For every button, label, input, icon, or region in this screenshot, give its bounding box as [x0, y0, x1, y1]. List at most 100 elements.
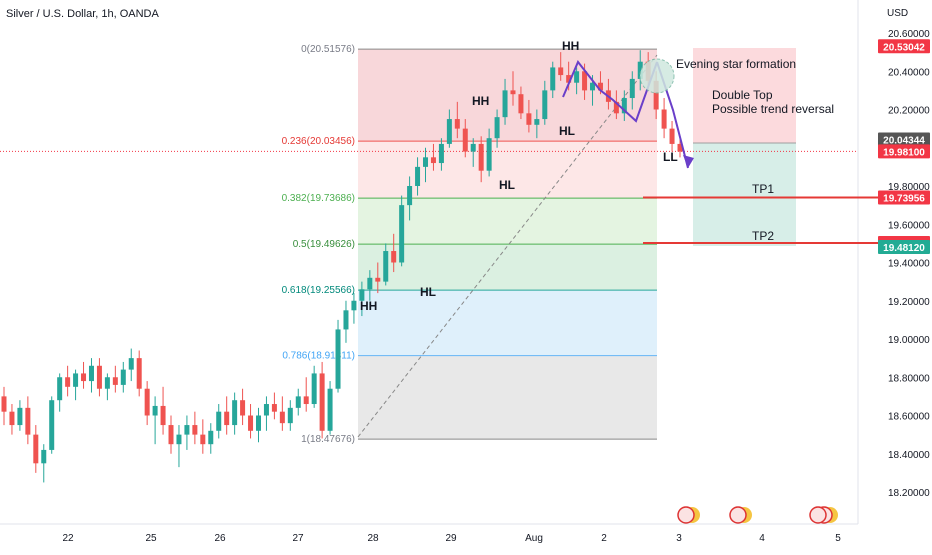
candle-body — [1, 396, 7, 412]
candle-body — [319, 373, 325, 431]
x-tick-label: 4 — [759, 533, 765, 544]
candle — [415, 157, 421, 196]
time-axis[interactable]: 22 25 26 27 28 29 Aug 2 3 4 5 — [62, 533, 841, 544]
economic-events[interactable] — [677, 506, 838, 524]
candle — [25, 396, 31, 445]
candle-body — [518, 94, 524, 114]
candle — [168, 415, 174, 454]
price-tag: 19.73956 — [878, 190, 930, 205]
x-tick-label: 25 — [145, 533, 157, 544]
candle — [621, 90, 627, 121]
candle — [176, 425, 182, 468]
candle-body — [287, 407, 293, 424]
candle-body — [454, 119, 460, 129]
candle — [192, 411, 198, 445]
candle — [359, 281, 365, 317]
candle-body — [542, 90, 548, 120]
currency-label: USD — [887, 8, 909, 19]
x-tick-label: 27 — [292, 533, 304, 544]
double-top-label: Double Top — [712, 88, 773, 102]
price-tag-label: 19.73956 — [883, 194, 925, 205]
candle — [120, 361, 126, 393]
fib-band — [358, 198, 657, 245]
candle-body — [637, 61, 643, 79]
event-flag-us-1[interactable] — [677, 506, 700, 524]
price-axis[interactable]: 20.60000 20.40000 20.20000 19.80000 19.60000… — [888, 29, 930, 499]
fib-level-label: 1(18.47676) — [301, 434, 355, 445]
candle-body — [375, 277, 381, 282]
candle — [391, 233, 397, 273]
candle-body — [661, 109, 667, 129]
candle-body — [597, 82, 603, 91]
candle-body — [295, 396, 301, 408]
candle — [462, 119, 468, 158]
candle-body — [279, 411, 285, 424]
candle — [486, 128, 492, 177]
candle-body — [574, 71, 580, 83]
candle-body — [263, 404, 269, 416]
candle-body — [534, 119, 540, 125]
price-tag: 20.53042 — [878, 39, 930, 54]
candle — [112, 365, 118, 393]
label-hh-2: HH — [472, 94, 489, 108]
candle-body — [57, 377, 63, 401]
candle-body — [184, 425, 190, 435]
candle-body — [232, 400, 238, 426]
candle-body — [486, 138, 492, 171]
candle-body — [494, 117, 500, 139]
event-flag-us-2[interactable] — [729, 506, 752, 524]
label-hl-2: HL — [499, 178, 515, 192]
candle-body — [669, 128, 675, 144]
candle-body — [430, 157, 436, 164]
candle-body — [582, 71, 588, 91]
candle — [558, 52, 564, 81]
candle-body — [216, 411, 222, 431]
candle-body — [65, 377, 71, 387]
fib-band — [358, 244, 657, 291]
candle-body — [470, 143, 476, 152]
candle — [255, 407, 261, 443]
fib-level-label: 0.236(20.03456) — [282, 136, 355, 147]
candle-body — [621, 98, 627, 114]
candle-body — [176, 434, 182, 445]
price-tag-label: 20.04344 — [883, 135, 925, 146]
candle — [407, 176, 413, 221]
candle — [49, 396, 55, 454]
candle — [367, 270, 373, 301]
candle-body — [17, 407, 23, 426]
candle — [33, 425, 39, 473]
candle-body — [192, 425, 198, 435]
candle-body — [677, 143, 683, 152]
candle-body — [566, 75, 572, 83]
event-flag-us-3[interactable] — [809, 506, 838, 524]
fib-band — [358, 290, 657, 356]
price-tag-bg — [878, 39, 930, 54]
x-tick-label: 2 — [601, 533, 607, 544]
candle — [73, 369, 79, 401]
candle-body — [550, 67, 556, 91]
y-tick-label: 19.20000 — [888, 297, 930, 308]
x-tick-label: 22 — [62, 533, 74, 544]
candle-body — [168, 425, 174, 445]
candle — [263, 396, 269, 431]
fib-level-label: 0.786(18.91311) — [282, 351, 355, 362]
candle-body — [335, 329, 341, 389]
price-tag-label: 19.48120 — [883, 243, 925, 254]
candle — [65, 365, 71, 397]
trend-reversal-label: Possible trend reversal — [712, 102, 834, 116]
fib-level-label: 0.5(19.49626) — [293, 239, 355, 250]
y-tick-label: 18.60000 — [888, 412, 930, 423]
candle — [383, 243, 389, 286]
candle-body — [224, 411, 230, 426]
fib-level-label: 0.618(19.25566) — [282, 285, 355, 296]
candle-body — [383, 251, 389, 282]
price-tag-bg — [878, 239, 930, 254]
candle — [637, 50, 643, 91]
candle — [399, 195, 405, 267]
projection-arrow-icon — [683, 155, 694, 168]
candle — [454, 101, 460, 139]
candle — [375, 262, 381, 294]
candle — [17, 400, 23, 431]
